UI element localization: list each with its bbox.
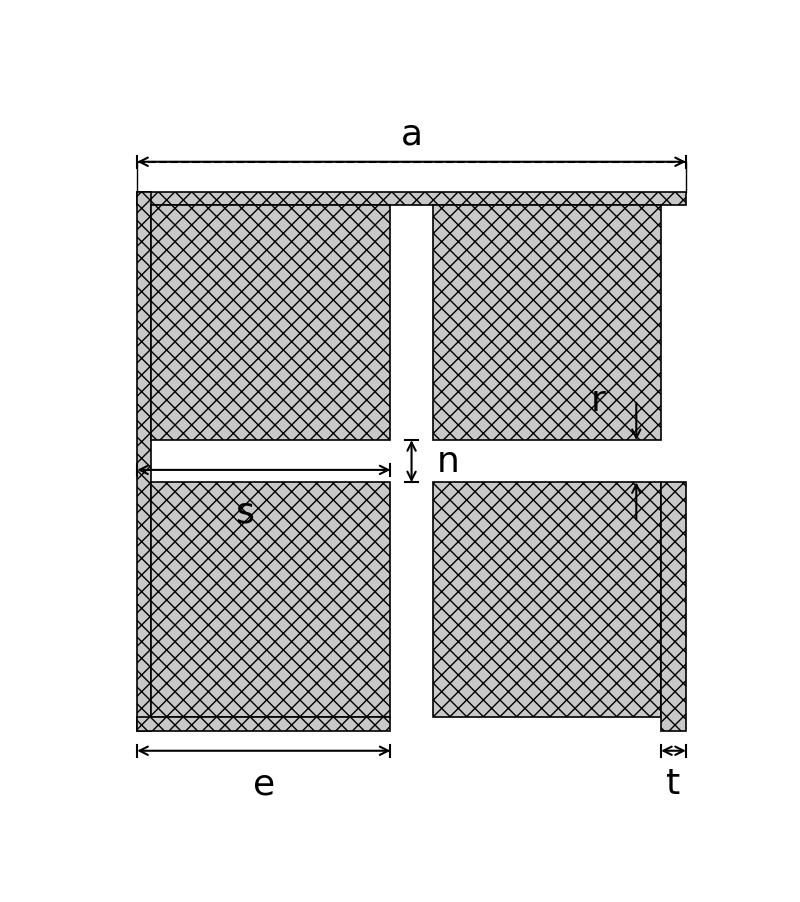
Text: s: s xyxy=(236,495,254,529)
Text: a: a xyxy=(401,117,422,152)
Bar xyxy=(138,717,390,732)
Text: r: r xyxy=(590,383,606,418)
Bar xyxy=(138,192,151,732)
Bar xyxy=(433,483,661,717)
Text: n: n xyxy=(436,445,459,479)
Bar xyxy=(433,206,661,441)
Text: e: e xyxy=(253,767,275,800)
Text: t: t xyxy=(666,767,681,800)
Bar xyxy=(138,192,686,206)
Bar xyxy=(151,483,390,717)
Bar xyxy=(151,206,390,441)
Bar xyxy=(661,483,686,732)
